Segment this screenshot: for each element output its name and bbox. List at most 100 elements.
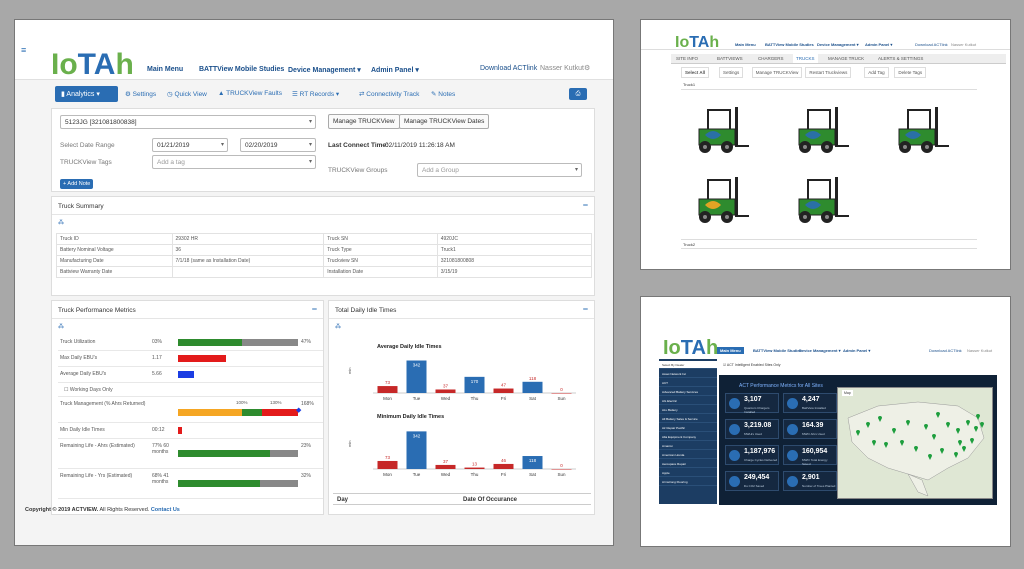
site-tab[interactable]: ALERTS & SETTINGS (878, 56, 924, 61)
manage-truckview-dates-button[interactable]: Manage TRUCKView Dates (399, 114, 490, 129)
tab-notes[interactable]: ✎ Notes (431, 90, 455, 98)
map-pin-icon[interactable] (940, 448, 944, 454)
truck-select[interactable]: 5123JG [321081800838] (60, 115, 316, 129)
iotah-logo[interactable]: IoTAh (675, 34, 720, 51)
tab-quick-view[interactable]: ◷ Quick View (167, 90, 207, 98)
map-pin-icon[interactable] (872, 440, 876, 446)
sidebar-item-dealer[interactable]: Alta Equipment Company (659, 433, 717, 441)
contact-us-link[interactable]: Contact Us (150, 507, 180, 513)
map-pin-icon[interactable] (928, 454, 932, 460)
tab-settings[interactable]: ⚙ Settings (125, 90, 156, 98)
nav-admin-panel[interactable]: Admin Panel ▾ (371, 67, 419, 74)
nav-device-management[interactable]: Device Management ▾ (288, 67, 361, 74)
collapse-icon[interactable]: − (311, 304, 317, 314)
share-icon[interactable]: ⁂ (335, 324, 341, 330)
sidebar-item-dealer[interactable]: Asset Network Inc (659, 370, 717, 378)
gear-icon[interactable]: ⚙ (584, 65, 591, 72)
date-to-input[interactable]: 02/20/2019 (240, 138, 316, 152)
sidebar-item-dealer[interactable]: Air Repair Pacific (659, 424, 717, 432)
map-pin-icon[interactable] (884, 442, 888, 448)
bar[interactable] (464, 376, 485, 393)
date-column-header[interactable]: Date Of Occurance (463, 497, 518, 503)
sidebar-item-dealer[interactable]: ALL Battery (659, 406, 717, 414)
bar[interactable] (435, 389, 456, 393)
tab-rt-records[interactable]: ☰ RT Records ▾ (292, 90, 339, 98)
forklift-icon[interactable] (691, 105, 749, 155)
bar[interactable] (377, 460, 398, 469)
nav-device-management[interactable]: Device Management ▾ (817, 42, 859, 47)
map-pin-icon[interactable] (970, 438, 974, 444)
map-pin-icon[interactable] (866, 422, 870, 428)
user-name[interactable]: Nasser Kutkut (967, 348, 993, 353)
map-pin-icon[interactable] (900, 440, 904, 446)
iotah-logo[interactable]: IoTAh (663, 337, 719, 359)
map-pin-icon[interactable] (946, 422, 950, 428)
sites-map[interactable]: Map (837, 387, 993, 499)
date-from-input[interactable]: 01/21/2019 (152, 138, 228, 152)
enabled-sites-checkbox[interactable]: ☑ ACT Intelligent Enabled Sites Only (719, 359, 997, 373)
truck-action-tab[interactable]: Add Tag (864, 67, 889, 78)
bar[interactable] (406, 431, 427, 469)
collapse-icon[interactable]: − (582, 304, 588, 314)
nav-main-menu[interactable]: Main Menu (147, 66, 184, 73)
map-pin-icon[interactable] (954, 452, 958, 458)
bar[interactable] (493, 463, 514, 469)
map-pin-icon[interactable] (974, 426, 978, 432)
tab-connectivity-track[interactable]: ⇄ Connectivity Track (359, 90, 419, 98)
forklift-icon[interactable] (791, 105, 849, 155)
nav-battview-mobile-studies[interactable]: BATTView Mobile Studies (199, 66, 285, 73)
map-pin-icon[interactable] (958, 440, 962, 446)
sidebar-item-dealer[interactable]: Advanced Battery Services (659, 388, 717, 396)
map-pin-icon[interactable] (878, 416, 882, 422)
manage-truckview-button[interactable]: Manage TRUCKView (328, 114, 400, 129)
sidebar-item-dealer[interactable]: AG Electric (659, 397, 717, 405)
bar[interactable] (377, 386, 398, 393)
map-pin-icon[interactable] (924, 424, 928, 430)
sidebar-item-dealer[interactable]: All Battery Sales & Service (659, 415, 717, 423)
map-pin-icon[interactable] (914, 446, 918, 452)
site-tab[interactable]: CHARGERS (758, 56, 784, 61)
user-name[interactable]: Nasser Kutkut (951, 42, 977, 47)
bar[interactable] (406, 360, 427, 393)
site-tab[interactable]: TRUCKS (793, 54, 818, 63)
bar[interactable] (522, 456, 543, 469)
tab-truckview-faults[interactable]: ▲ TRUCKView Faults (218, 90, 282, 97)
analytics-button[interactable]: ▮ Analytics ▾ (55, 86, 118, 102)
bar[interactable] (551, 469, 572, 470)
iotah-logo[interactable]: IoTAh (51, 48, 134, 81)
map-pin-icon[interactable] (906, 420, 910, 426)
map-pin-icon[interactable] (976, 414, 980, 420)
truck-action-tab[interactable]: Restart Truckviews (805, 67, 852, 78)
share-icon[interactable]: ⁂ (58, 220, 64, 226)
truck-action-tab[interactable]: Select All (681, 67, 710, 78)
working-days-checkbox[interactable]: ☐ Working Days Only (64, 387, 113, 393)
map-pin-icon[interactable] (936, 412, 940, 418)
download-actlink-link[interactable]: Download ACTlink (915, 42, 948, 47)
map-pin-icon[interactable] (856, 430, 860, 436)
nav-battview-mobile-studies[interactable]: BATTView Mobile Studies (753, 348, 802, 353)
map-pin-icon[interactable] (932, 434, 936, 440)
site-tab[interactable]: BATTVIEWS (717, 56, 743, 61)
nav-main-menu[interactable]: Main Menu (717, 347, 744, 354)
map-pin-icon[interactable] (962, 446, 966, 452)
tags-input[interactable]: Add a tag (152, 155, 316, 169)
bar[interactable] (435, 464, 456, 469)
download-actlink-link[interactable]: Download ACTlink (480, 65, 538, 72)
nav-device-management[interactable]: Device Management ▾ (799, 348, 841, 353)
nav-main-menu[interactable]: Main Menu (735, 42, 756, 47)
hamburger-icon[interactable]: ≡ (21, 45, 27, 55)
sidebar-item-dealer[interactable]: Armstrong Flooring (659, 478, 717, 486)
bar[interactable] (493, 388, 514, 393)
forklift-icon[interactable] (691, 175, 749, 225)
sidebar-item-dealer[interactable]: American Honda (659, 451, 717, 459)
print-button[interactable]: ⎙ (569, 88, 587, 100)
nav-admin-panel[interactable]: Admin Panel ▾ (865, 42, 893, 47)
user-name[interactable]: Nasser Kutkut (540, 65, 584, 72)
collapse-icon[interactable]: − (582, 200, 588, 210)
map-pin-icon[interactable] (892, 428, 896, 434)
map-pin-icon[interactable] (980, 422, 984, 428)
sidebar-item-dealer[interactable]: Amazon (659, 442, 717, 450)
sidebar-item-dealer[interactable]: ACT (659, 379, 717, 387)
bar[interactable] (522, 381, 543, 393)
nav-admin-panel[interactable]: Admin Panel ▾ (843, 348, 871, 353)
